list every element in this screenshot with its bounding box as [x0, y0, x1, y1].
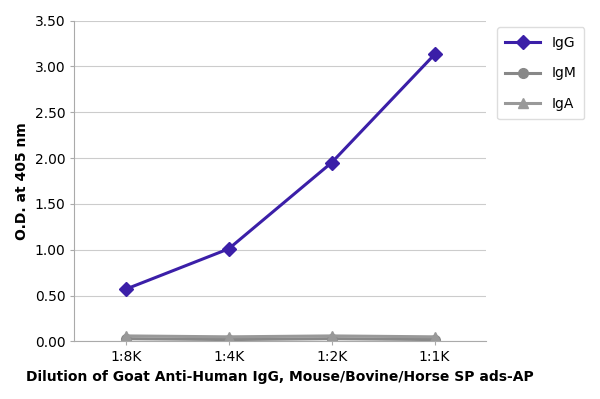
IgA	[225, 334, 232, 339]
IgG	[225, 247, 232, 251]
IgM	[431, 337, 438, 342]
Line: IgA: IgA	[121, 331, 439, 342]
IgG	[328, 160, 335, 165]
IgM	[328, 336, 335, 341]
IgA	[328, 334, 335, 338]
IgG	[122, 287, 130, 292]
Legend: IgG, IgM, IgA: IgG, IgM, IgA	[497, 28, 584, 119]
IgA	[431, 334, 438, 339]
Y-axis label: O.D. at 405 nm: O.D. at 405 nm	[15, 122, 29, 240]
IgM	[225, 337, 232, 342]
X-axis label: Dilution of Goat Anti-Human IgG, Mouse/Bovine/Horse SP ads-AP: Dilution of Goat Anti-Human IgG, Mouse/B…	[26, 370, 534, 384]
Line: IgG: IgG	[121, 49, 439, 294]
IgA	[122, 334, 130, 338]
IgG	[431, 52, 438, 57]
IgM	[122, 336, 130, 341]
Line: IgM: IgM	[121, 334, 439, 344]
